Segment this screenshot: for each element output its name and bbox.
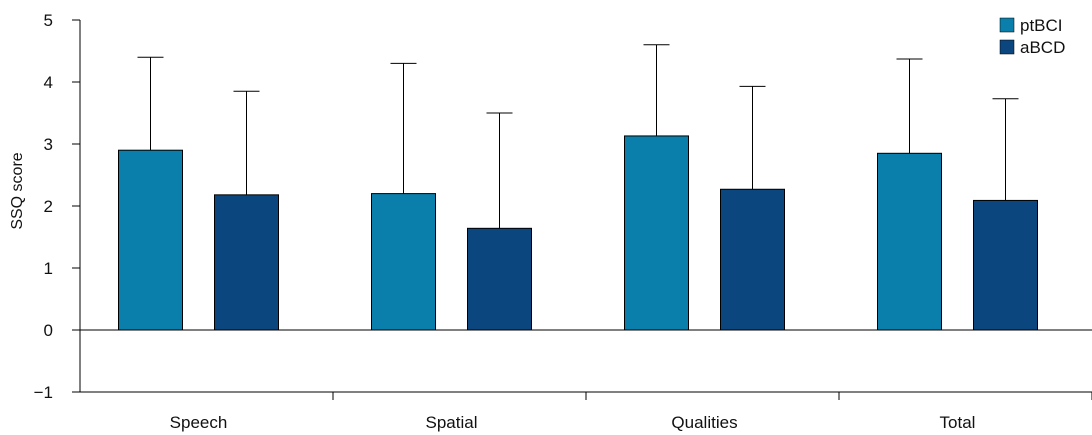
y-axis: −1 0 1 2 3 4 5	[34, 11, 81, 402]
x-category-label: Speech	[170, 413, 228, 432]
bar-abcd-spatial	[467, 227, 532, 331]
y-tick-label: −1	[34, 383, 53, 402]
bar-ptbci-qualities	[624, 135, 689, 331]
y-tick-label: 5	[44, 11, 53, 30]
error-bars	[137, 44, 1019, 229]
y-tick-label: 1	[44, 259, 53, 278]
y-tick-label: 2	[44, 197, 53, 216]
bar-ptbci-spatial	[371, 193, 436, 331]
x-category-label: Qualities	[671, 413, 737, 432]
bar-ptbci-total	[877, 152, 942, 331]
x-category-label: Total	[940, 413, 976, 432]
legend-swatch-ptbci	[999, 17, 1015, 33]
legend-label-abcd: aBCD	[1020, 38, 1065, 57]
bar-ptbci-speech	[118, 149, 183, 331]
legend: ptBCI aBCD	[999, 16, 1065, 57]
y-tick-label: 3	[44, 135, 53, 154]
legend-label-ptbci: ptBCI	[1020, 16, 1063, 35]
x-axis: Speech Spatial Qualities Total	[80, 329, 1092, 432]
bar-abcd-qualities	[720, 188, 785, 331]
y-axis-label: SSQ score	[9, 152, 26, 229]
y-tick-label: 4	[44, 73, 53, 92]
x-category-label: Spatial	[426, 413, 478, 432]
legend-swatch-abcd	[999, 39, 1015, 55]
y-tick-label: 0	[44, 321, 53, 340]
bar-abcd-speech	[214, 194, 279, 331]
bar-abcd-total	[973, 199, 1038, 331]
bars	[118, 135, 1038, 331]
